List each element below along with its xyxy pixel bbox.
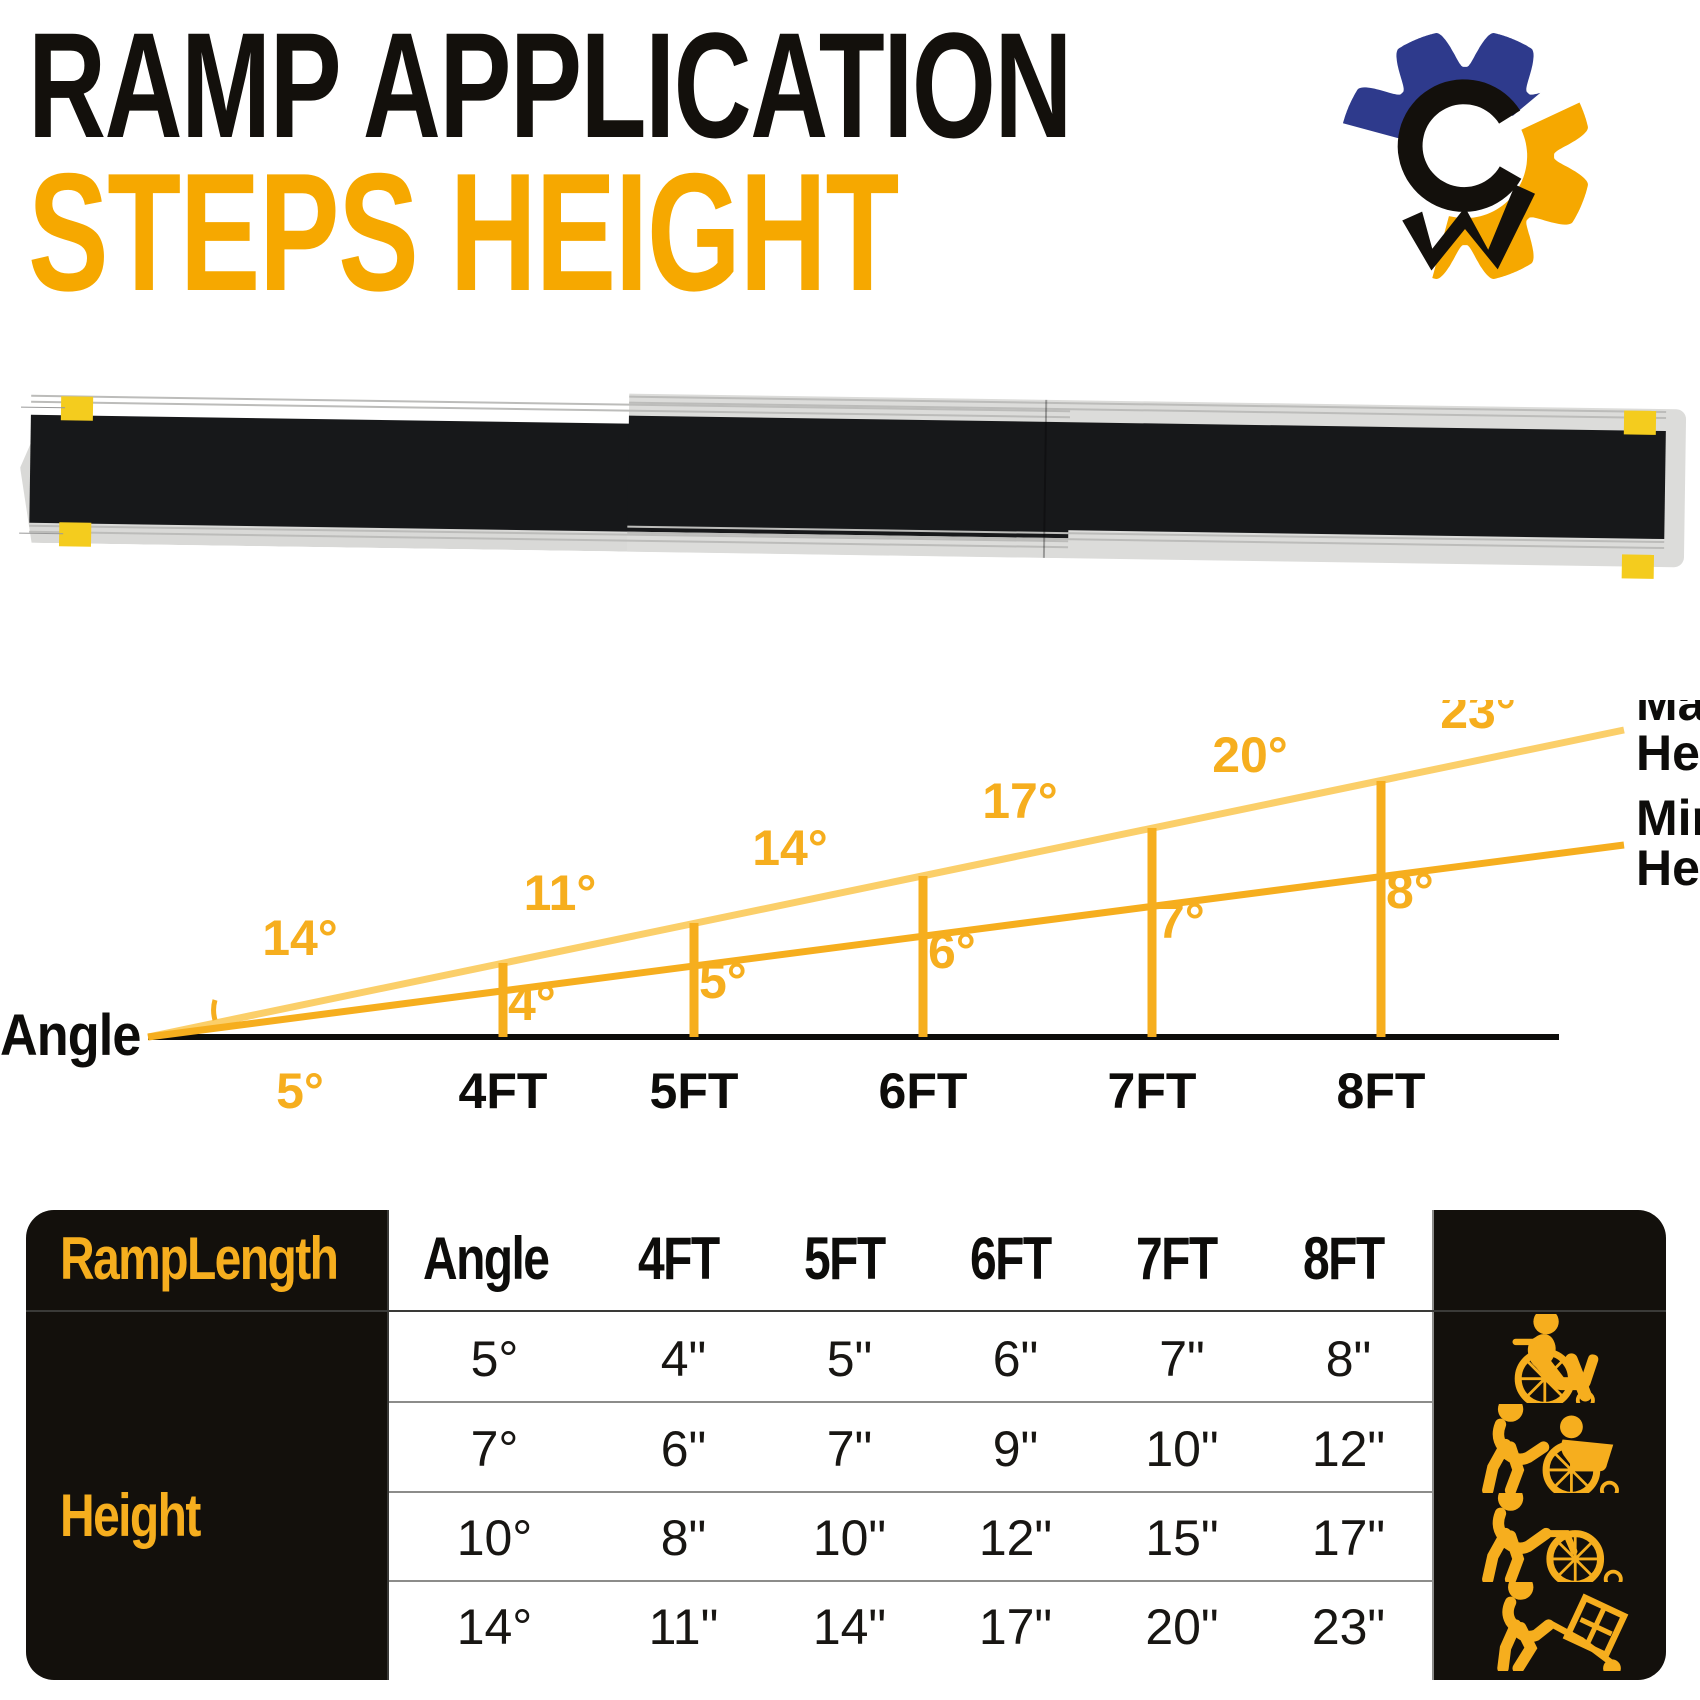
- svg-text:11°: 11°: [524, 865, 597, 921]
- svg-text:6FT: 6FT: [879, 1063, 968, 1119]
- svg-text:Angle: Angle: [0, 1002, 140, 1067]
- svg-text:6°: 6°: [928, 923, 976, 979]
- svg-text:Height: Height: [1636, 840, 1700, 896]
- svg-text:5FT: 5FT: [650, 1063, 739, 1119]
- svg-text:5°: 5°: [276, 1063, 324, 1119]
- svg-text:14°: 14°: [262, 910, 338, 966]
- svg-text:4FT: 4FT: [459, 1063, 548, 1119]
- svg-text:7FT: 7FT: [1108, 1063, 1197, 1119]
- svg-text:8°: 8°: [1386, 863, 1434, 919]
- svg-text:20°: 20°: [1212, 727, 1288, 783]
- svg-text:23°: 23°: [1440, 700, 1516, 739]
- svg-text:17°: 17°: [982, 773, 1058, 829]
- svg-text:4°: 4°: [508, 975, 556, 1031]
- svg-text:7°: 7°: [1157, 893, 1205, 949]
- svg-text:5°: 5°: [699, 953, 747, 1009]
- svg-text:14°: 14°: [752, 820, 828, 876]
- svg-text:Height: Height: [1636, 725, 1700, 781]
- svg-text:8FT: 8FT: [1337, 1063, 1426, 1119]
- svg-text:Min: Min: [1636, 790, 1700, 846]
